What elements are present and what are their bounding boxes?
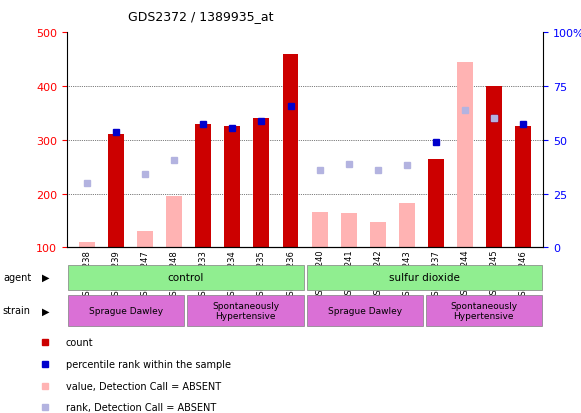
FancyBboxPatch shape bbox=[69, 266, 303, 290]
Bar bbox=[399, 203, 415, 248]
Text: ▶: ▶ bbox=[42, 306, 49, 316]
Bar bbox=[515, 127, 531, 248]
Bar bbox=[137, 232, 153, 248]
Text: Spontaneously
Hypertensive: Spontaneously Hypertensive bbox=[212, 301, 279, 320]
Bar bbox=[486, 87, 502, 248]
FancyBboxPatch shape bbox=[69, 295, 184, 327]
Text: value, Detection Call = ABSENT: value, Detection Call = ABSENT bbox=[66, 381, 221, 391]
Bar bbox=[253, 119, 270, 248]
Text: Spontaneously
Hypertensive: Spontaneously Hypertensive bbox=[450, 301, 517, 320]
Text: ▶: ▶ bbox=[42, 273, 49, 282]
Text: GDS2372 / 1389935_at: GDS2372 / 1389935_at bbox=[128, 10, 273, 23]
Text: sulfur dioxide: sulfur dioxide bbox=[389, 273, 460, 283]
FancyBboxPatch shape bbox=[426, 295, 541, 327]
Text: percentile rank within the sample: percentile rank within the sample bbox=[66, 359, 231, 369]
Text: count: count bbox=[66, 337, 94, 347]
Bar bbox=[457, 62, 473, 248]
Text: Sprague Dawley: Sprague Dawley bbox=[328, 306, 401, 315]
Bar bbox=[108, 135, 124, 248]
Bar bbox=[340, 214, 357, 248]
Text: control: control bbox=[168, 273, 204, 283]
Bar bbox=[166, 197, 182, 248]
Bar bbox=[79, 242, 95, 248]
Text: rank, Detection Call = ABSENT: rank, Detection Call = ABSENT bbox=[66, 402, 216, 412]
Text: strain: strain bbox=[3, 306, 31, 316]
Text: agent: agent bbox=[3, 273, 31, 282]
Bar bbox=[370, 222, 386, 248]
Text: Sprague Dawley: Sprague Dawley bbox=[89, 306, 163, 315]
FancyBboxPatch shape bbox=[307, 295, 422, 327]
Bar bbox=[195, 124, 211, 248]
Bar bbox=[282, 55, 299, 248]
Bar bbox=[311, 213, 328, 248]
FancyBboxPatch shape bbox=[307, 266, 541, 290]
Bar bbox=[224, 127, 241, 248]
FancyBboxPatch shape bbox=[188, 295, 303, 327]
Bar bbox=[428, 159, 444, 248]
